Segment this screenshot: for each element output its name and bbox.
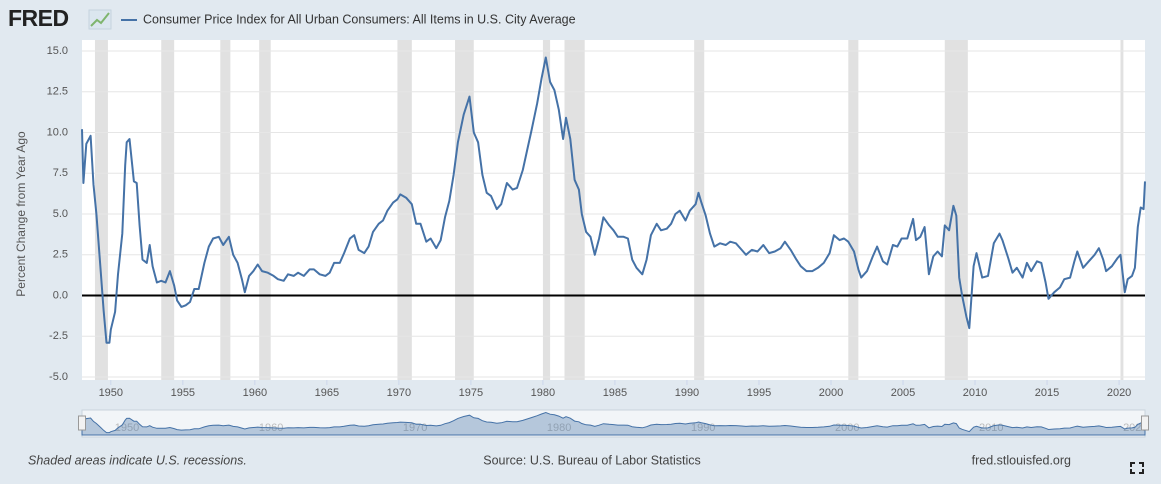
x-tick-label: 1985 (603, 387, 627, 399)
x-tick-label: 2010 (963, 387, 987, 399)
y-tick-label: 7.5 (53, 167, 68, 179)
x-tick-label: 1995 (747, 387, 771, 399)
logo: FRED (8, 5, 69, 31)
y-tick-label: -2.5 (49, 330, 68, 342)
navigator-area (81, 411, 1146, 436)
recession-band (397, 40, 412, 380)
x-tick-label: 1980 (531, 387, 555, 399)
x-tick-label: 1965 (315, 387, 339, 399)
x-tick-label: 1970 (387, 387, 411, 399)
x-tick-label: 2005 (891, 387, 915, 399)
recession-band (694, 40, 705, 380)
x-tick-label: 2000 (819, 387, 843, 399)
recession-band (1120, 40, 1124, 380)
recession-band (259, 40, 271, 380)
navigator-handle[interactable] (78, 415, 86, 431)
y-tick-label: 5.0 (53, 208, 68, 220)
x-tick-label: 1950 (99, 387, 123, 399)
plot-layer: -5.0 -2.5 0.0 2.5 5.0 7.5 10.0 12.5 15.0 1950 1955… (47, 40, 1146, 399)
y-tick-label: 15.0 (47, 45, 68, 57)
recession-band (542, 40, 551, 380)
navigator-handle[interactable] (1141, 415, 1149, 431)
navigator-tick-label: 1980 (547, 422, 571, 434)
recession-note: Shaded areas indicate U.S. recessions. (28, 453, 247, 467)
recession-band (848, 40, 859, 380)
x-tick-label: 2015 (1035, 387, 1059, 399)
logo-icon (88, 9, 112, 30)
x-tick-label: 1990 (675, 387, 699, 399)
navigator-tick-label: 1950 (115, 422, 139, 434)
plot-area (82, 40, 1145, 380)
y-tick-label: 12.5 (47, 86, 68, 98)
recession-band (161, 40, 175, 380)
navigator-tick-label: 1970 (403, 422, 427, 434)
x-tick-label: 1975 (459, 387, 483, 399)
fullscreen-icon[interactable] (1130, 462, 1144, 474)
recession-band (455, 40, 474, 380)
source: Source: U.S. Bureau of Labor Statistics (483, 453, 700, 467)
recession-band (944, 40, 968, 380)
y-tick-label: 2.5 (53, 249, 68, 261)
y-tick-label: -5.0 (49, 371, 68, 383)
y-tick-label: 0.0 (53, 289, 68, 301)
recession-band (220, 40, 231, 380)
x-tick-label: 1955 (171, 387, 195, 399)
site-link[interactable]: fred.stlouisfed.org (972, 453, 1071, 467)
data-line (81, 56, 1146, 344)
legend-label: Consumer Price Index for All Urban Consu… (143, 12, 576, 26)
x-tick-label: 1960 (243, 387, 267, 399)
y-tick-label: 10.0 (47, 126, 68, 138)
x-tick-label: 2020 (1107, 387, 1131, 399)
y-axis-title: Percent Change from Year Ago (14, 131, 28, 297)
